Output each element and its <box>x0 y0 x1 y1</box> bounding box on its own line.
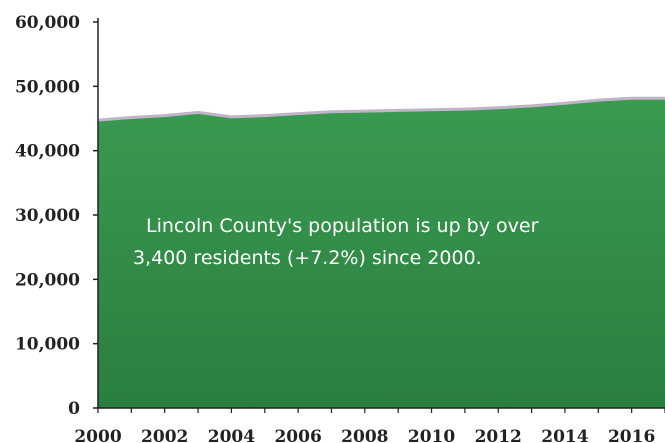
x-tick-label: 2016 <box>608 427 655 443</box>
population-line <box>97 96 665 122</box>
x-tick-label: 2006 <box>274 427 321 443</box>
x-tick-label: 2004 <box>208 427 255 443</box>
y-tick-label: 20,000 <box>15 270 80 290</box>
y-tick-label: 30,000 <box>15 206 80 226</box>
y-tick-label: 60,000 <box>15 13 80 33</box>
area-layer <box>97 96 665 408</box>
x-tick-label: 2012 <box>475 427 522 443</box>
y-tick-label: 50,000 <box>15 77 80 97</box>
x-tick-label: 2000 <box>74 427 121 443</box>
annotation-line-1: Lincoln County's population is up by ove… <box>146 215 539 237</box>
x-tick-label: 2002 <box>141 427 188 443</box>
x-tick-label: 2014 <box>541 427 588 443</box>
annotation-line-2: 3,400 residents (+7.2%) since 2000. <box>133 247 482 269</box>
y-tick-label: 10,000 <box>15 335 80 355</box>
label-layer: 0 10,000 20,000 30,000 40,000 50,000 60,000 200… <box>15 13 655 443</box>
x-tick-label: 2010 <box>408 427 455 443</box>
y-tick-label: 40,000 <box>15 142 80 162</box>
population-area <box>98 99 665 408</box>
y-tick-label: 0 <box>68 399 80 419</box>
x-tick-label: 2008 <box>341 427 388 443</box>
axis-layer <box>93 18 665 413</box>
